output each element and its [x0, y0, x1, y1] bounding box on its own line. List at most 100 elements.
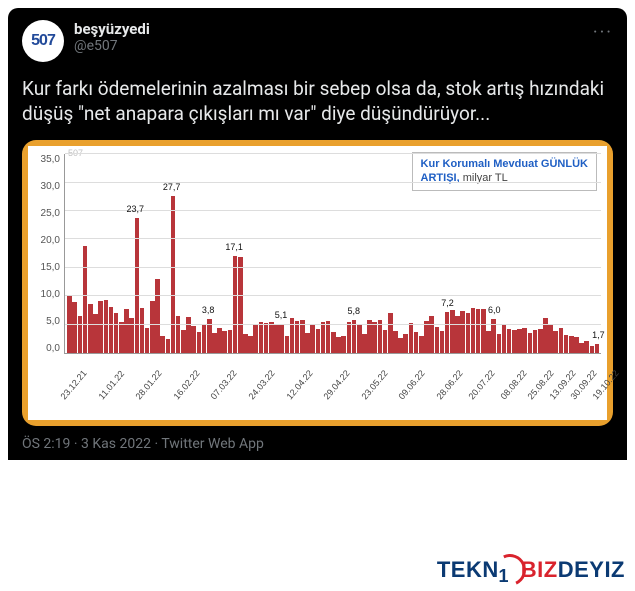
bar	[372, 322, 377, 353]
bar	[114, 313, 119, 353]
grid-line	[65, 267, 601, 268]
bar	[78, 316, 83, 353]
bar-annotation: 5,1	[275, 310, 288, 320]
bar	[145, 328, 150, 354]
brand-arc-icon: 1	[497, 557, 523, 583]
bar	[264, 323, 269, 353]
y-tick: 0,0	[34, 343, 60, 354]
bar	[140, 308, 145, 353]
bar	[341, 336, 346, 353]
y-tick: 25,0	[34, 208, 60, 219]
bar	[435, 327, 440, 353]
y-tick: 5,0	[34, 316, 60, 327]
bar	[202, 325, 207, 353]
bar	[383, 330, 388, 353]
bar	[569, 336, 574, 353]
bar	[295, 321, 300, 353]
bar	[88, 304, 93, 353]
bar	[212, 333, 217, 353]
bar	[409, 323, 414, 353]
bar	[269, 322, 274, 353]
bar	[429, 316, 434, 353]
bar	[378, 320, 383, 353]
bar	[109, 307, 114, 354]
tweet-time[interactable]: ÖS 2:19	[22, 436, 70, 452]
grid-line	[65, 324, 601, 325]
bar	[305, 333, 310, 353]
bar	[243, 334, 248, 353]
bar	[253, 325, 258, 353]
bar	[150, 301, 155, 353]
bar	[72, 302, 77, 353]
bar	[481, 309, 486, 353]
tweet-date[interactable]: 3 Kas 2022	[81, 436, 151, 452]
bar-annotation: 23,7	[126, 204, 144, 214]
y-tick: 35,0	[34, 154, 60, 165]
brand-logo: TEKN 1 BIZ DEYIZ	[437, 557, 625, 583]
y-tick: 10,0	[34, 289, 60, 300]
bar	[486, 331, 491, 353]
brand-arc-num: 1	[498, 566, 509, 587]
bar-annotation: 3,8	[202, 305, 215, 315]
bar	[419, 336, 424, 353]
bar	[274, 324, 279, 354]
display-name[interactable]: beşyüzyedi	[74, 20, 150, 38]
bar	[300, 320, 305, 353]
bar	[166, 339, 171, 353]
bar	[522, 328, 527, 353]
bar	[595, 344, 600, 354]
user-names: beşyüzyedi @e507	[74, 20, 150, 55]
bar	[331, 332, 336, 354]
bar	[414, 332, 419, 353]
bar	[553, 331, 558, 353]
avatar[interactable]: 507	[22, 20, 64, 62]
bar	[93, 314, 98, 353]
user-handle[interactable]: @e507	[74, 38, 150, 55]
bar	[233, 256, 238, 353]
bar	[321, 322, 326, 353]
bar	[316, 329, 321, 353]
chart-frame: 507 Kur Korumalı Mevduat GÜNLÜK ARTIŞI, …	[22, 140, 613, 426]
bar	[104, 300, 109, 353]
bar	[466, 313, 471, 353]
bar-annotation: 7,2	[441, 298, 454, 308]
bar	[450, 310, 455, 353]
y-tick: 30,0	[34, 181, 60, 192]
bar	[559, 328, 564, 353]
tweet-source[interactable]: Twitter Web App	[161, 436, 264, 452]
bar	[228, 330, 233, 353]
bar-annotation: 1,7	[592, 330, 605, 340]
chart-inner: 507 Kur Korumalı Mevduat GÜNLÜK ARTIŞI, …	[28, 146, 607, 420]
bar	[336, 337, 341, 353]
bar	[83, 246, 88, 353]
bar	[248, 336, 253, 354]
footer-sep1: ·	[74, 436, 81, 452]
bar	[98, 301, 103, 353]
chart-plot: 23,727,73,817,15,15,87,26,01,7	[64, 154, 601, 354]
bar	[362, 334, 367, 353]
bar	[352, 320, 357, 353]
y-tick: 20,0	[34, 235, 60, 246]
bar	[238, 257, 243, 353]
bar	[548, 325, 553, 353]
bar	[176, 316, 181, 353]
more-icon[interactable]: ···	[593, 22, 613, 43]
bar	[279, 324, 284, 353]
bar	[574, 337, 579, 353]
bar	[564, 335, 569, 353]
bar	[538, 329, 543, 353]
bar-annotation: 6,0	[488, 305, 501, 315]
tweet-header: 507 beşyüzyedi @e507 ···	[22, 20, 613, 62]
y-tick: 15,0	[34, 262, 60, 273]
chart-area: 35,030,025,020,015,010,05,00,0 23,727,73…	[34, 154, 601, 374]
bar	[471, 308, 476, 353]
grid-line	[65, 182, 601, 183]
tweet-text: Kur farkı ödemelerinin azalması bir sebe…	[22, 76, 613, 126]
bar-annotation: 5,8	[348, 306, 361, 316]
bar	[507, 329, 512, 353]
bar	[528, 333, 533, 353]
bar	[424, 321, 429, 353]
tweet-footer: ÖS 2:19 · 3 Kas 2022 · Twitter Web App	[22, 436, 613, 452]
bar	[403, 334, 408, 353]
bar	[388, 313, 393, 353]
